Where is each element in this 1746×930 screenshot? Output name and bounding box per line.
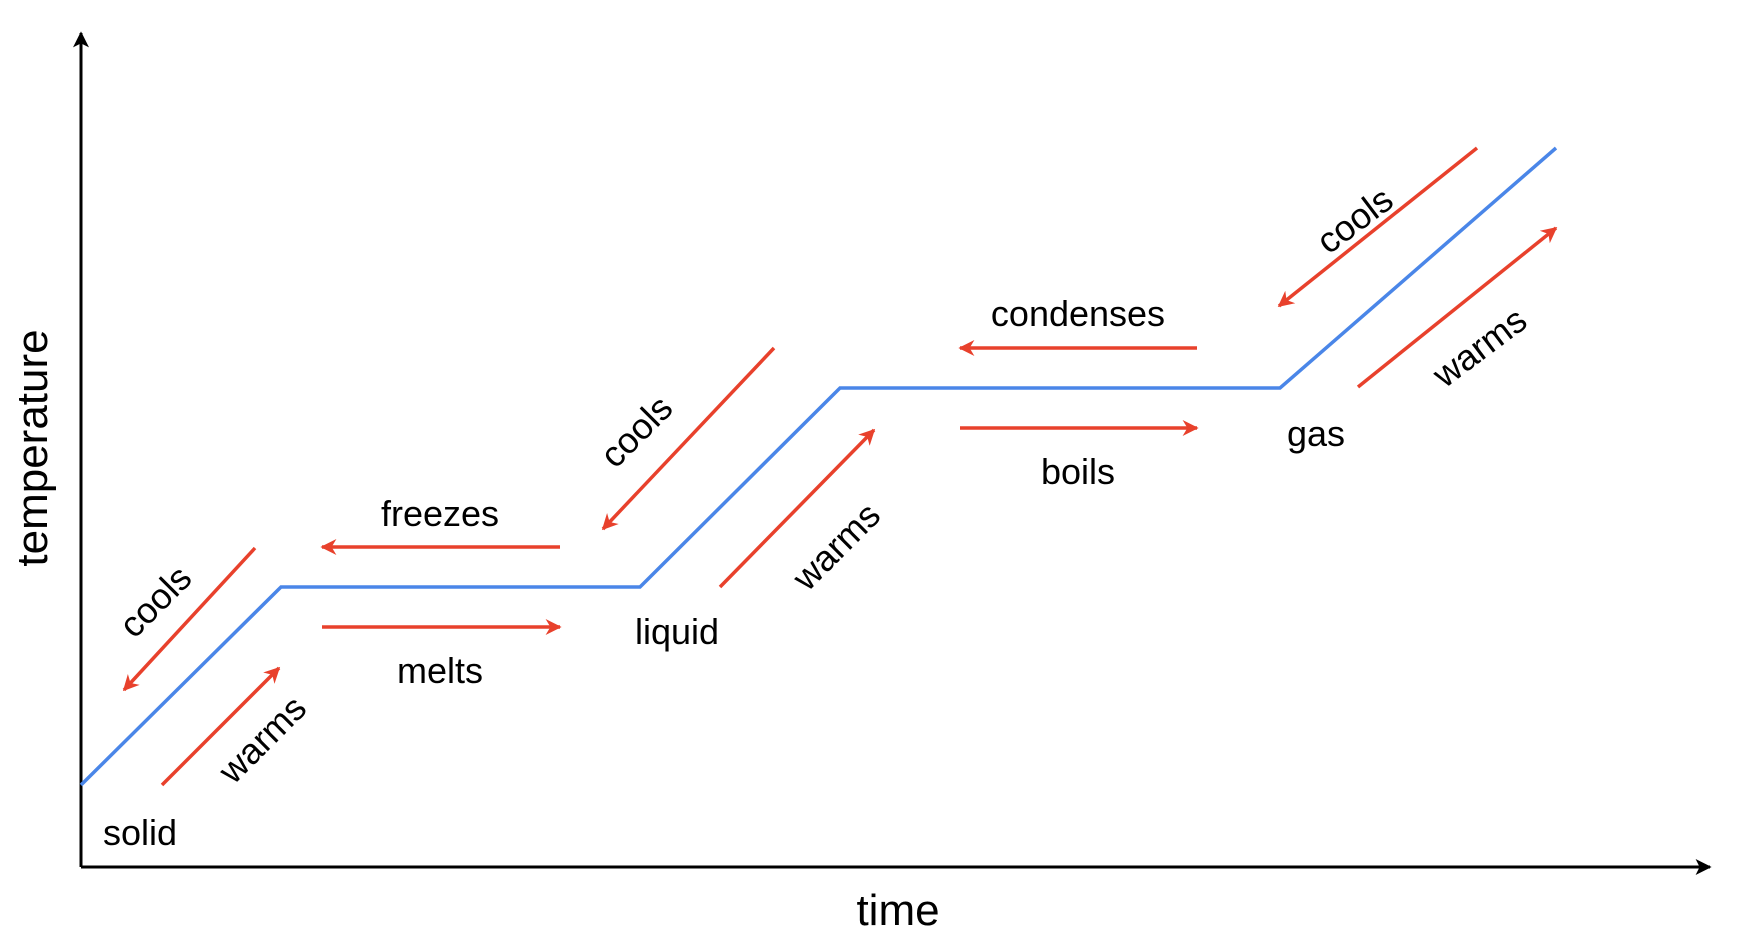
liquid-label: liquid bbox=[635, 611, 719, 652]
freezes-label: freezes bbox=[381, 493, 499, 534]
gas-cools-label: cools bbox=[1309, 178, 1401, 261]
gas-warms-label: warms bbox=[1424, 299, 1534, 396]
gas-cools-arrow bbox=[1277, 146, 1479, 308]
gas-label: gas bbox=[1287, 413, 1345, 454]
melts-label: melts bbox=[397, 650, 483, 691]
liquid-warms-arrow bbox=[718, 428, 876, 589]
solid-label: solid bbox=[103, 812, 177, 853]
solid-cools-label: cools bbox=[111, 557, 199, 645]
x-axis-label: time bbox=[856, 886, 939, 930]
condenses-label: condenses bbox=[991, 293, 1165, 334]
y-axis-label: temperature bbox=[8, 329, 57, 566]
heating-curve bbox=[79, 146, 1558, 787]
liquid-cools-arrow bbox=[601, 346, 776, 531]
solid-warms-label: warms bbox=[209, 687, 314, 792]
gas-warms-arrow bbox=[1356, 226, 1558, 389]
boils-label: boils bbox=[1041, 451, 1115, 492]
solid-warms-arrow bbox=[160, 666, 281, 787]
liquid-warms-label: warms bbox=[783, 494, 888, 599]
solid-cools-arrow bbox=[122, 546, 257, 692]
